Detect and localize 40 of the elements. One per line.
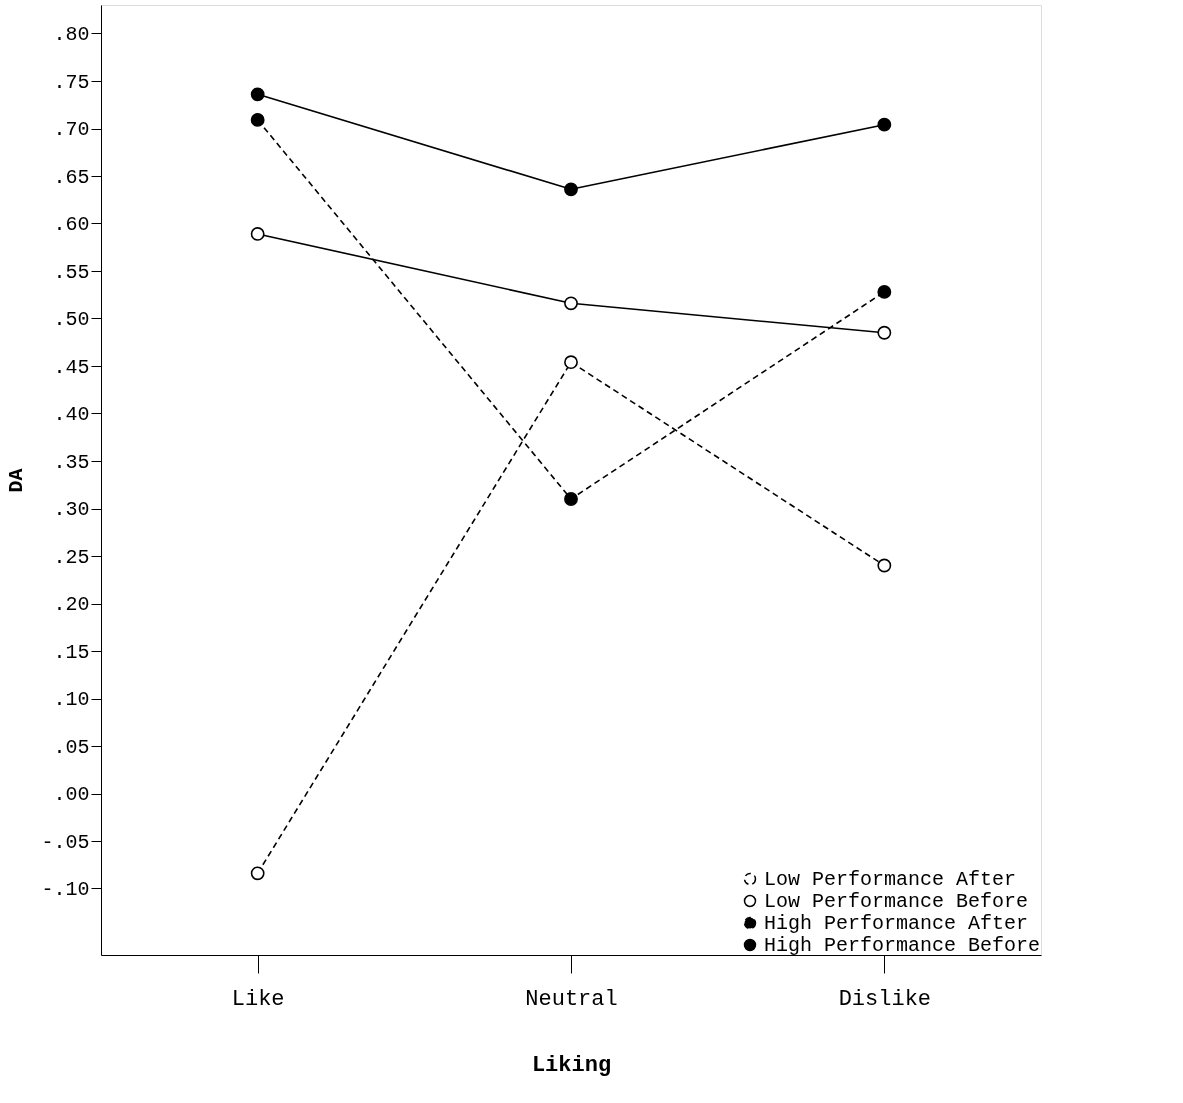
y-axis-title: DA [5,468,29,493]
point [564,296,578,311]
y-tick-label: .05 [53,735,90,759]
y-tick-label: .40 [53,403,90,426]
y-tick-label: .75 [53,70,90,94]
y-tick-label: -.05 [41,830,90,854]
point [877,558,892,573]
point [877,117,892,132]
y-tick-label: .80 [53,23,90,46]
y-tick-label: .70 [53,118,90,141]
point [564,182,578,197]
point [250,113,265,127]
x-axis-title: Liking [531,1052,612,1078]
x-tick-label: Like [231,986,285,1012]
point [564,492,578,506]
point [250,227,265,241]
y-tick-label: .00 [53,783,90,806]
y-tick-label: .50 [53,308,90,331]
y-tick-label: .25 [53,545,90,569]
y-tick-label: .55 [53,260,90,284]
y-tick-label: .10 [53,688,90,711]
point [564,355,578,370]
y-tick-label: -.10 [41,878,90,901]
point [250,87,265,102]
legend-label: Low Performance After [764,868,1017,891]
point [877,325,892,340]
y-tick-label: .20 [53,593,90,616]
y-tick-label: .30 [53,498,90,521]
y-tick-label: .15 [53,640,90,664]
x-tick-label: Dislike [838,986,932,1012]
x-tick-label: Neutral [525,986,618,1012]
legend-label: High Performance Before [764,934,1041,957]
y-tick-label: .35 [53,450,90,474]
y-tick-label: .45 [53,355,90,379]
legend-label: High Performance After [764,912,1029,935]
y-tick-label: .60 [53,213,90,236]
y-tick-label: .65 [53,165,90,189]
legend-label: Low Performance Before [764,890,1029,913]
point [877,284,892,299]
point [250,866,265,881]
